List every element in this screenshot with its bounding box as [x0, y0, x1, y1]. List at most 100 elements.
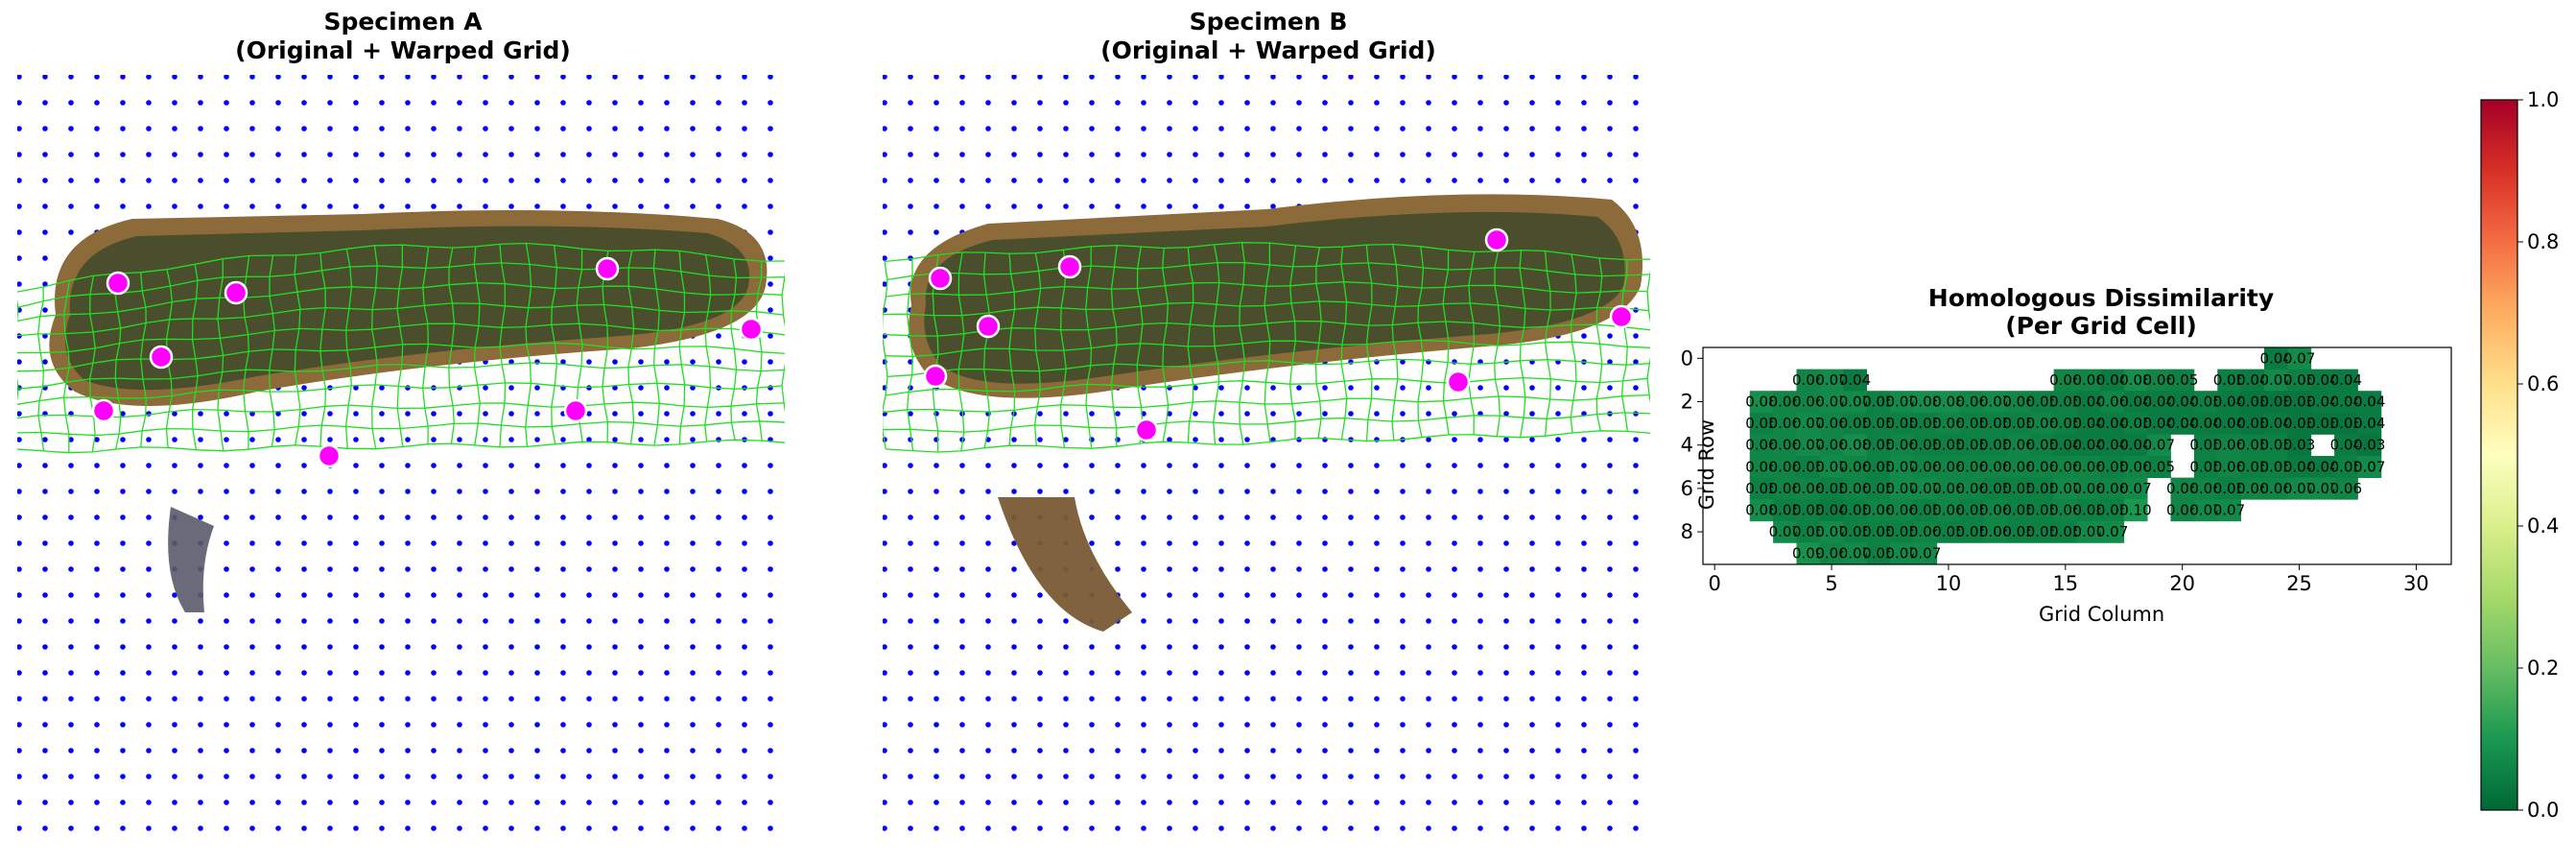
- grid-dot: [68, 618, 74, 624]
- cell-value-label: 0.06: [2096, 394, 2128, 411]
- heatmap-cell: [1936, 477, 1961, 500]
- grid-dot: [1426, 618, 1431, 624]
- colorbar-tick-label: 1.0: [2527, 88, 2559, 111]
- grid-dot: [17, 489, 22, 494]
- heatmap-cell: [2077, 434, 2101, 457]
- grid-dot: [508, 592, 514, 598]
- grid-dot: [1141, 489, 1146, 494]
- heatmap-cell: [1960, 391, 1984, 414]
- grid-dot: [1581, 385, 1587, 391]
- grid-dot: [985, 489, 991, 494]
- cell-value-label: 0.06: [1885, 502, 1917, 519]
- grid-dot: [664, 540, 670, 546]
- cell-value-label: 0.07: [2143, 437, 2175, 454]
- grid-dot: [1555, 152, 1561, 157]
- grid-dot: [94, 152, 100, 157]
- grid-dot: [1374, 592, 1380, 598]
- grid-dot: [908, 644, 913, 650]
- grid-dot: [1607, 100, 1613, 106]
- specimen-a-canvas: [17, 75, 785, 831]
- heatmap-cell: [2264, 412, 2288, 435]
- cell-value-label: 0.05: [2049, 523, 2081, 540]
- grid-dot: [586, 540, 592, 546]
- grid-dot: [483, 644, 488, 650]
- grid-dot: [327, 618, 333, 624]
- grid-dot: [483, 514, 488, 520]
- landmark-icon: [149, 345, 174, 370]
- heatmap-cell: [2240, 456, 2265, 478]
- grid-dot: [301, 203, 307, 209]
- grid-dot: [883, 281, 887, 287]
- grid-dot: [664, 774, 670, 779]
- grid-dot: [275, 825, 281, 831]
- grid-dot: [198, 75, 203, 80]
- grid-dot: [1322, 748, 1328, 753]
- cell-value-label: 0.09: [1792, 545, 1824, 562]
- grid-dot: [1218, 203, 1224, 209]
- grid-dot: [1244, 126, 1250, 131]
- grid-dot: [934, 203, 939, 209]
- heatmap-cell: [2077, 412, 2101, 435]
- heatmap-cell: [1983, 520, 2008, 543]
- grid-dot: [1374, 644, 1380, 650]
- grid-dot: [586, 800, 592, 805]
- grid-dot: [1503, 825, 1509, 831]
- grid-dot: [534, 774, 540, 779]
- cell-value-label: 0.05: [1956, 523, 1988, 540]
- grid-dot: [483, 411, 488, 417]
- grid-dot: [768, 463, 773, 468]
- grid-dot: [353, 203, 359, 209]
- grid-dot: [172, 203, 177, 209]
- grid-dot: [275, 774, 281, 779]
- heatmap-cell: [2264, 456, 2288, 478]
- cell-value-label: 0.05: [2189, 458, 2221, 475]
- cell-value-label: 0.06: [1792, 371, 1824, 389]
- grid-dot: [1555, 385, 1561, 391]
- heatmap-cell: [2123, 369, 2148, 392]
- grid-dot: [379, 411, 385, 417]
- grid-dot: [379, 774, 385, 779]
- grid-dot: [379, 540, 385, 546]
- grid-dot: [908, 437, 913, 442]
- grid-dot: [1529, 411, 1535, 417]
- grid-dot: [1296, 385, 1302, 391]
- grid-dot: [638, 748, 644, 753]
- grid-dot: [1348, 722, 1354, 728]
- cell-value-label: 0.05: [1745, 415, 1777, 432]
- grid-dot: [1452, 100, 1457, 106]
- grid-dot: [483, 178, 488, 183]
- grid-dot: [638, 618, 644, 624]
- grid-dot: [431, 75, 437, 80]
- heatmap-cell: [1796, 369, 1821, 392]
- grid-dot: [1193, 540, 1198, 546]
- grid-dot: [1348, 489, 1354, 494]
- grid-dot: [1141, 722, 1146, 728]
- grid-dot: [1503, 722, 1509, 728]
- grid-dot: [959, 644, 965, 650]
- grid-dot: [457, 618, 462, 624]
- grid-dot: [908, 229, 913, 235]
- grid-dot: [1115, 75, 1121, 80]
- x-axis-label: Grid Column: [2039, 603, 2165, 626]
- grid-dot: [42, 644, 48, 650]
- grid-dot: [483, 126, 488, 131]
- grid-dot: [1426, 800, 1431, 805]
- grid-dot: [768, 489, 773, 494]
- grid-dot: [1426, 825, 1431, 831]
- grid-dot: [1089, 540, 1095, 546]
- grid-dot: [1374, 618, 1380, 624]
- grid-dot: [1296, 644, 1302, 650]
- grid-dot: [431, 800, 437, 805]
- grid-dot: [198, 774, 203, 779]
- grid-dot: [1633, 644, 1639, 650]
- grid-dot: [1244, 100, 1250, 106]
- heatmap-cell: [2240, 477, 2265, 500]
- grid-dot: [1426, 514, 1431, 520]
- grid-dot: [959, 825, 965, 831]
- cell-value-label: 0.05: [1769, 502, 1801, 519]
- cell-value-label: 0.05: [1979, 437, 2011, 454]
- grid-dot: [1400, 540, 1406, 546]
- grid-dot: [908, 800, 913, 805]
- grid-dot: [883, 489, 887, 494]
- grid-dot: [405, 644, 411, 650]
